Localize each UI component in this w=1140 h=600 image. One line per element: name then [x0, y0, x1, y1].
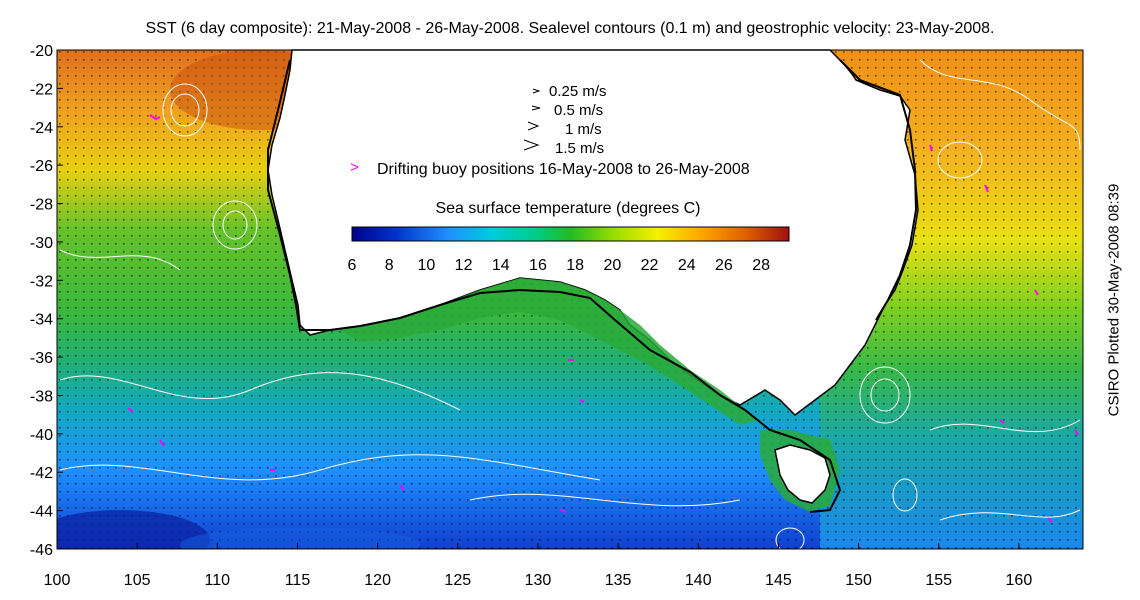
lat-tick-label: -20: [30, 43, 53, 60]
latitude-axis: -20 -22 -24 -26 -28 -30 -32 -34 -36 -38 -40 -42 -44 -…: [30, 43, 63, 559]
buoy-legend-label: Drifting buoy positions 16-May-2008 to 2…: [377, 161, 750, 178]
lat-tick-label: -44: [30, 504, 53, 521]
lon-tick-label: 120: [364, 572, 391, 589]
colorbar-gradient: [351, 226, 790, 242]
lat-tick-label: -30: [30, 235, 53, 252]
lat-tick-label: -24: [30, 120, 53, 137]
lon-tick-label: 160: [1006, 572, 1033, 589]
lon-tick-label: 135: [605, 572, 632, 589]
lat-tick-label: -28: [30, 197, 53, 214]
velocity-arrow-0.25: [532, 88, 541, 94]
sealevel-contours: [59, 59, 1081, 549]
colorbar-tick-label: 18: [566, 257, 584, 274]
velocity-label-0.5: 0.5 m/s: [554, 102, 603, 119]
colorbar-tick-label: 10: [417, 257, 435, 274]
colorbar-tick-label: 28: [752, 257, 770, 274]
southern-shelf: [340, 278, 760, 425]
colorbar-tick-label: 22: [641, 257, 659, 274]
velocity-legend: 0.25 m/s 0.5 m/s 1 m/s 1.5 m/s > Driftin…: [350, 83, 750, 178]
colorbar: Sea surface temperature (degrees C) 6 8 10…: [348, 200, 790, 274]
map-title: SST (6 day composite): 21-May-2008 - 26-…: [145, 20, 995, 37]
lat-tick-label: -32: [30, 273, 53, 290]
colorbar-tick-label: 20: [603, 257, 621, 274]
lon-tick-label: 115: [285, 572, 311, 589]
lon-tick-label: 140: [685, 572, 712, 589]
colorbar-tick-label: 12: [455, 257, 473, 274]
velocity-arrow-1: [527, 121, 540, 131]
colorbar-tick-label: 6: [348, 257, 357, 274]
lat-tick-label: -38: [30, 388, 53, 405]
lon-tick-label: 130: [525, 572, 552, 589]
lon-tick-label: 145: [765, 572, 792, 589]
lat-tick-label: -42: [30, 465, 53, 482]
velocity-arrow-0.5: [531, 105, 541, 111]
colorbar-tick-label: 14: [492, 257, 510, 274]
colorbar-tick-label: 16: [529, 257, 547, 274]
colorbar-tick-label: 26: [715, 257, 733, 274]
lon-tick-label: 100: [44, 572, 71, 589]
colorbar-tick-label: 24: [678, 257, 696, 274]
velocity-label-0.25: 0.25 m/s: [549, 83, 607, 100]
colorbar-title: Sea surface temperature (degrees C): [435, 200, 700, 217]
velocity-label-1: 1 m/s: [565, 121, 602, 138]
lon-tick-label: 125: [444, 572, 471, 589]
lat-tick-label: -34: [30, 312, 53, 329]
lon-tick-label: 155: [925, 572, 952, 589]
lat-tick-label: -36: [30, 350, 53, 367]
buoy-legend-icon: >: [350, 159, 359, 176]
lon-tick-label: 110: [205, 572, 231, 589]
velocity-arrow-1.5: [523, 139, 540, 151]
lon-tick-label: 105: [124, 572, 151, 589]
shelf-edge-line: [267, 59, 842, 513]
colorbar-tick-label: 8: [385, 257, 394, 274]
longitude-axis: 100 105 110 115 120 125 130 135 140 145 150 155 160: [44, 543, 1033, 589]
plot-frame: [56, 49, 1084, 550]
velocity-label-1.5: 1.5 m/s: [555, 140, 604, 157]
lon-tick-label: 150: [845, 572, 872, 589]
lat-tick-label: -26: [30, 158, 53, 175]
lat-tick-label: -22: [30, 81, 53, 98]
lat-tick-label: -46: [30, 542, 53, 559]
lat-tick-label: -40: [30, 427, 53, 444]
buoy-tracks: [127, 114, 1079, 523]
